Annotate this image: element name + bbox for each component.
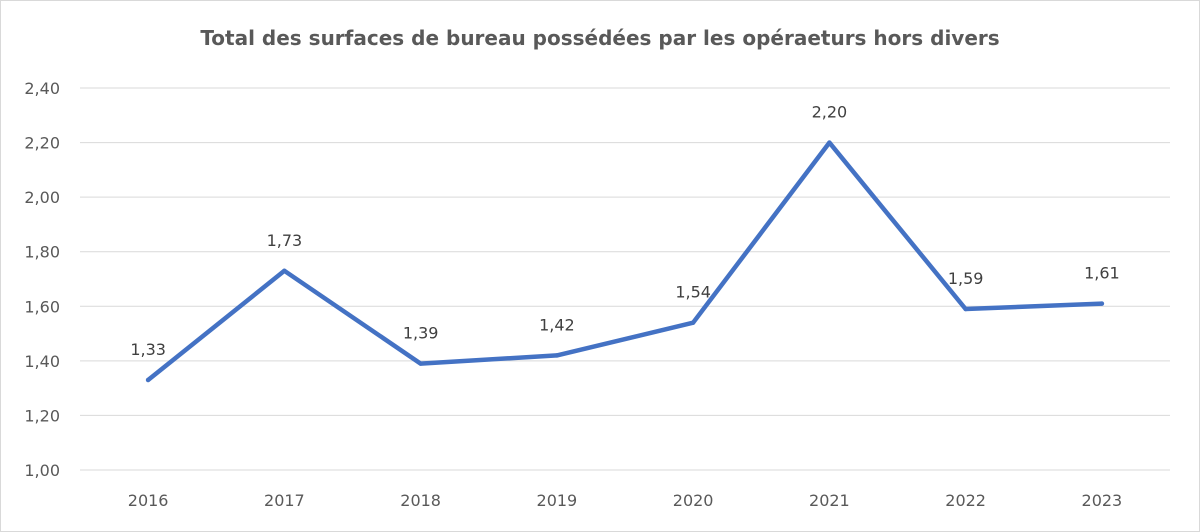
y-tick-label: 1,60 bbox=[24, 297, 60, 316]
x-axis: 2016 2017 2018 2019 2020 2021 2022 2023 bbox=[128, 491, 1122, 510]
data-label: 1,59 bbox=[948, 269, 984, 288]
y-axis: 1,00 1,20 1,40 1,60 1,80 2,00 2,20 2,40 bbox=[24, 79, 60, 480]
x-tick-label: 2019 bbox=[537, 491, 578, 510]
y-tick-label: 1,40 bbox=[24, 352, 60, 371]
x-tick-label: 2022 bbox=[945, 491, 986, 510]
x-tick-label: 2017 bbox=[264, 491, 305, 510]
x-tick-label: 2016 bbox=[128, 491, 169, 510]
gridlines bbox=[80, 87, 1170, 471]
data-point bbox=[418, 361, 423, 366]
y-tick-label: 1,20 bbox=[24, 406, 60, 425]
data-point bbox=[554, 353, 560, 358]
chart-title: Total des surfaces de bureau possédées p… bbox=[200, 26, 1000, 50]
data-label: 1,54 bbox=[675, 283, 711, 302]
data-label: 1,39 bbox=[403, 324, 439, 343]
data-point bbox=[1099, 301, 1105, 306]
y-tick-label: 1,00 bbox=[24, 461, 60, 480]
x-tick-label: 2021 bbox=[809, 491, 850, 510]
series-line bbox=[145, 140, 1105, 383]
data-label: 1,33 bbox=[130, 340, 166, 359]
y-tick-label: 1,80 bbox=[24, 243, 60, 262]
data-label: 1,42 bbox=[539, 315, 575, 334]
x-tick-label: 2020 bbox=[673, 491, 714, 510]
data-point bbox=[963, 306, 968, 312]
data-label: 1,73 bbox=[267, 231, 303, 250]
y-tick-label: 2,20 bbox=[24, 134, 60, 153]
data-labels: 1,33 1,73 1,39 1,42 1,54 2,20 1,59 1,61 bbox=[130, 103, 1119, 359]
data-point bbox=[145, 377, 151, 383]
series-group bbox=[145, 140, 1105, 383]
y-tick-label: 2,40 bbox=[24, 79, 60, 98]
data-label: 1,61 bbox=[1084, 264, 1120, 283]
data-label: 2,20 bbox=[812, 103, 848, 122]
y-tick-label: 2,00 bbox=[24, 188, 60, 207]
data-point bbox=[690, 320, 696, 325]
data-point bbox=[827, 140, 832, 145]
x-tick-label: 2018 bbox=[400, 491, 441, 510]
data-point bbox=[282, 268, 287, 274]
x-tick-label: 2023 bbox=[1082, 491, 1123, 510]
